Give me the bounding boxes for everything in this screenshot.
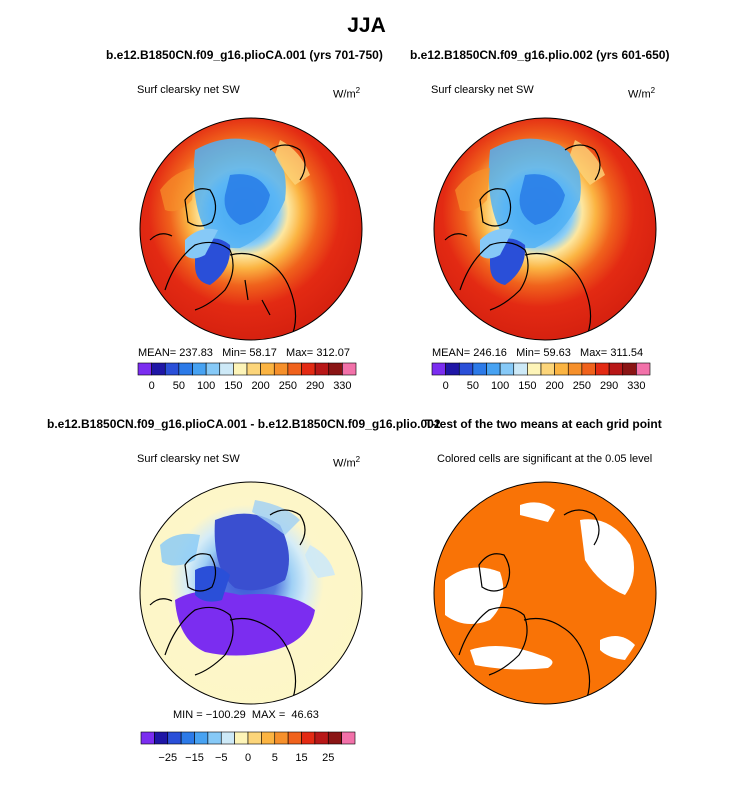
panel-1-border (139, 117, 363, 341)
colorbar-1-swatch (178, 362, 193, 376)
panel-2-border (433, 117, 657, 341)
colorbar-2-swatch (472, 362, 487, 376)
colorbar-3-swatch (167, 731, 182, 745)
colorbar-1-tick-label: 100 (197, 380, 215, 392)
colorbar-3-swatch (327, 731, 342, 745)
colorbar-1-swatch (301, 362, 316, 376)
panel-4-border (433, 481, 657, 705)
colorbar-2-swatch (431, 362, 446, 376)
colorbar-2-swatch (636, 362, 651, 376)
colorbar-3-swatch (341, 731, 356, 745)
panel-3-variable-label: Surf clearsky net SW (137, 453, 240, 465)
colorbar-2-swatch (458, 362, 474, 376)
colorbar-2-tick-label: 200 (545, 380, 563, 392)
panel-2-units: W/m2 (628, 86, 656, 101)
colorbar-1-swatch (314, 362, 330, 376)
colorbar-3-tick-label: −5 (215, 752, 228, 764)
colorbar-1-tick-label: 250 (279, 380, 297, 392)
colorbar-1-tick-label: 50 (173, 380, 185, 392)
colorbar-2-swatch (540, 362, 555, 376)
panel-1-coastlines (149, 144, 306, 340)
colorbar-3-swatch (301, 731, 316, 745)
panel-4-map (434, 482, 656, 704)
colorbar-1-swatch (287, 362, 302, 376)
colorbar-2-tick-label: 250 (573, 380, 591, 392)
panel-3-border (139, 481, 363, 705)
colorbar-2-swatch (581, 362, 596, 376)
colorbar-1-tick-label: 290 (306, 380, 324, 392)
colorbar-1-swatch (328, 362, 343, 376)
colorbar-2-swatch (513, 362, 528, 376)
colorbar-1-swatch (273, 362, 289, 376)
colorbar-3-swatch (207, 731, 222, 745)
colorbar-3-tick-label: −15 (185, 752, 204, 764)
panel-1-stats: MEAN= 237.83 Min= 58.17 Max= 312.07 (138, 347, 350, 359)
panel-3-units: W/m2 (333, 455, 361, 470)
panel-1-units: W/m2 (333, 86, 361, 101)
panel-2-map (434, 118, 656, 340)
colorbar-3-swatch (261, 731, 276, 745)
colorbar-1-tick-label: 200 (251, 380, 269, 392)
colorbar-2-swatch (595, 362, 610, 376)
colorbar-2-tick-label: 330 (627, 380, 645, 392)
panel-4-title: T-test of the two means at each grid poi… (425, 417, 662, 431)
colorbar-2-swatch (622, 362, 637, 376)
colorbar-3-swatch (194, 731, 209, 745)
panel-2-variable-label: Surf clearsky net SW (431, 84, 534, 96)
colorbar-1-swatch (164, 362, 180, 376)
colorbar-1-swatch (192, 362, 207, 376)
panel-1-map (140, 118, 362, 340)
panel-4-note: Colored cells are significant at the 0.0… (437, 453, 653, 465)
colorbar-2-tick-label: 290 (600, 380, 618, 392)
colorbar-3-tick-label: 15 (295, 752, 307, 764)
colorbar-3-tick-label: 5 (272, 752, 278, 764)
colorbar-2-tick-label: 100 (491, 380, 509, 392)
colorbar-3-tick-label: 0 (245, 752, 251, 764)
colorbar-2-tick-label: 0 (443, 380, 449, 392)
colorbar-1-swatch (151, 362, 166, 376)
colorbar-1-swatch (246, 362, 261, 376)
colorbar-2-swatch (499, 362, 515, 376)
panel-1-variable-label: Surf clearsky net SW (137, 84, 240, 96)
colorbar-3-swatch (314, 731, 329, 745)
colorbar-2-swatch (527, 362, 542, 376)
colorbar-1-swatch (219, 362, 234, 376)
colorbar-2-tick-label: 50 (467, 380, 479, 392)
colorbar-3-swatch (140, 731, 155, 745)
colorbar-1-tick-label: 150 (224, 380, 242, 392)
colorbar-1-swatch (205, 362, 221, 376)
colorbar-3-swatch (234, 731, 249, 745)
colorbar-3-swatch (247, 731, 262, 745)
panel-3-coastlines (149, 509, 306, 704)
colorbar-3-swatch (220, 731, 235, 745)
colorbar-3-swatch (154, 731, 169, 745)
panel-3-title: b.e12.B1850CN.f09_g16.plioCA.001 - b.e12… (47, 417, 441, 431)
colorbar-3-swatch (274, 731, 289, 745)
panel-2-stats: MEAN= 246.16 Min= 59.63 Max= 311.54 (432, 347, 644, 359)
colorbar-1-swatch (233, 362, 248, 376)
colorbar-2-swatch (486, 362, 501, 376)
panel-3-map (140, 482, 362, 704)
colorbar-3-tick-label: 25 (322, 752, 334, 764)
colorbar-1-swatch (260, 362, 275, 376)
panel-2-title: b.e12.B1850CN.f09_g16.plio.002 (yrs 601-… (410, 48, 670, 62)
colorbar-1-swatch (342, 362, 357, 376)
colorbar-1-tick-label: 330 (333, 380, 351, 392)
colorbar-1-swatch (137, 362, 152, 376)
colorbar-1-tick-label: 0 (149, 380, 155, 392)
colorbar-3-swatch (180, 731, 195, 745)
colorbar-3-tick-label: −25 (158, 752, 177, 764)
figure-title: JJA (347, 14, 386, 37)
panel-1-title: b.e12.B1850CN.f09_g16.plioCA.001 (yrs 70… (106, 48, 383, 62)
colorbar-2-swatch (608, 362, 624, 376)
panel-2-coastlines (444, 144, 601, 340)
colorbar-2-swatch (445, 362, 460, 376)
colorbar-2-swatch (567, 362, 583, 376)
colorbar-3-swatch (287, 731, 302, 745)
panel-4-coastlines (458, 509, 600, 704)
panel-3-stats: MIN = −100.29 MAX = 46.63 (173, 709, 319, 721)
colorbar-2-swatch (554, 362, 569, 376)
colorbar-2-tick-label: 150 (518, 380, 536, 392)
